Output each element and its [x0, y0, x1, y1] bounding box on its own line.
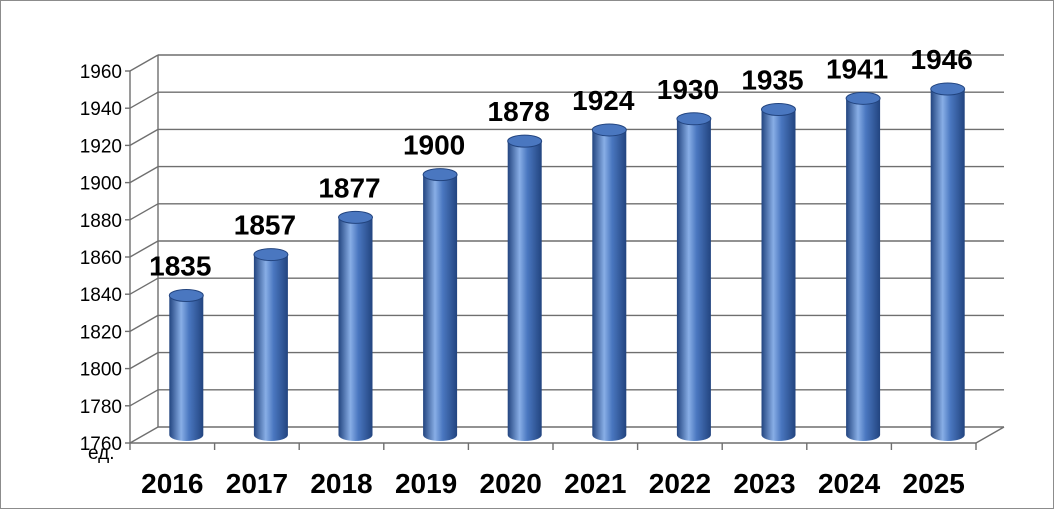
x-axis-labels: 2016 2017 2018 2019 2020 2021 2022 2023 2024 2025 [141, 468, 965, 499]
x-tick-label: 2016 [141, 468, 203, 499]
data-label: 1835 [149, 251, 211, 282]
y-tick-label: 1760 [80, 434, 122, 455]
bar-top [422, 168, 458, 182]
data-label: 1900 [403, 130, 465, 161]
bar-top [930, 82, 966, 96]
bar-body [338, 217, 373, 441]
gridline-side [129, 426, 159, 444]
gridline-side [129, 314, 159, 333]
bar-top [338, 210, 373, 224]
bar-2025 [930, 82, 966, 441]
bar-body [507, 141, 542, 441]
data-label: 1946 [911, 44, 973, 75]
gridline-side [129, 277, 159, 295]
gridline-side [129, 240, 159, 258]
y-tick-label: 1960 [80, 62, 122, 83]
bar-top [168, 289, 204, 302]
x-tick-label: 2018 [310, 468, 372, 499]
y-tick-label: 1780 [80, 397, 122, 418]
bar-2016 [168, 289, 204, 441]
gridline-side [129, 128, 159, 147]
bar-top [253, 248, 289, 262]
y-tick-label: 1920 [80, 136, 122, 157]
data-label: 1930 [657, 74, 719, 105]
data-label: 1941 [826, 53, 888, 84]
x-tick-label: 2019 [395, 468, 457, 499]
gridline-side [129, 54, 159, 72]
x-tick-label: 2022 [649, 468, 711, 499]
bar-body [169, 295, 204, 441]
y-tick-label: 1840 [80, 285, 122, 306]
bar-top [676, 112, 712, 126]
gridline-side [129, 165, 159, 184]
x-tick-label: 2017 [226, 468, 288, 499]
floor-edge [975, 426, 1005, 444]
bar-2017 [253, 248, 289, 441]
data-label: 1857 [234, 210, 296, 241]
y-axis-unit-label: ед. [88, 443, 115, 464]
bar-2019 [422, 168, 458, 441]
bar-top [591, 123, 627, 137]
bar-body [761, 109, 796, 441]
x-tick-label: 2023 [733, 468, 795, 499]
bar-top [761, 103, 796, 116]
bar-2020 [507, 134, 543, 441]
y-tick-label: 1880 [80, 211, 122, 232]
gridline-side [129, 389, 159, 407]
bar-2024 [845, 91, 881, 441]
data-labels: 1835 1857 1877 1900 1878 1924 1930 1935 1941 1946 [149, 44, 973, 281]
bars [168, 82, 966, 442]
y-axis: 1760 1780 1800 1820 1840 1860 1880 1900 1920 1940… [80, 62, 130, 455]
x-axis [129, 442, 977, 450]
bar-body [592, 129, 627, 441]
bar-body [930, 89, 965, 441]
y-tick-label: 1900 [80, 174, 122, 195]
y-tick-label: 1800 [80, 360, 122, 381]
data-label: 1924 [572, 85, 635, 116]
data-label: 1878 [488, 96, 550, 127]
bar-body [253, 254, 288, 441]
bar-2018 [338, 210, 373, 441]
bar-2021 [591, 123, 627, 441]
bar-2023 [761, 103, 796, 441]
bar-top [845, 91, 881, 105]
bar-2022 [676, 112, 712, 442]
x-tick-label: 2021 [564, 468, 626, 499]
y-tick-label: 1940 [80, 99, 122, 120]
y-tick-label: 1820 [80, 322, 122, 343]
gridline-side [129, 203, 159, 221]
bar-body [846, 98, 881, 441]
gridline-side [129, 91, 159, 109]
bar-top [507, 134, 543, 148]
x-tick-label: 2020 [480, 468, 542, 499]
x-tick-label: 2024 [818, 468, 881, 499]
data-label: 1877 [318, 172, 380, 203]
x-tick-label: 2025 [903, 468, 965, 499]
data-label: 1935 [741, 65, 803, 96]
bar-body [423, 174, 458, 441]
y-tick-label: 1860 [80, 248, 122, 269]
bar-body [676, 118, 711, 442]
gridline-side [129, 351, 159, 370]
